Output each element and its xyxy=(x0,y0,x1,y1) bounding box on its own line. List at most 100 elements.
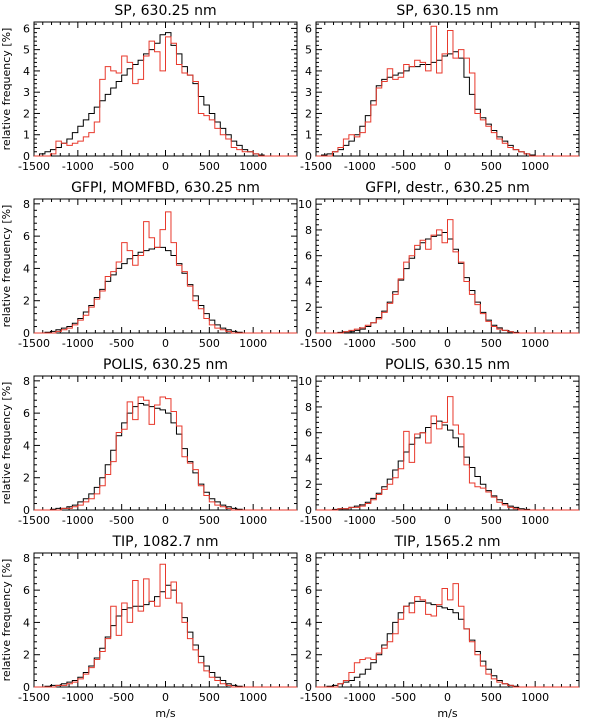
x-tick-label: 500 xyxy=(481,691,502,704)
x-tick-label: -1500 xyxy=(300,691,332,704)
y-tick-label: 5 xyxy=(23,44,30,57)
y-tick-label: 8 xyxy=(305,224,312,237)
y-tick-label: 4 xyxy=(305,616,312,629)
x-tick-label: 500 xyxy=(199,514,220,527)
x-tick-label: -500 xyxy=(109,514,134,527)
y-tick-label: 4 xyxy=(305,65,312,78)
x-tick-label: 0 xyxy=(162,337,169,350)
x-tick-label: -1500 xyxy=(18,514,50,527)
y-tick-label: 6 xyxy=(23,407,30,420)
y-tick-label: 6 xyxy=(305,250,312,263)
x-tick-label: 500 xyxy=(199,160,220,173)
x-tick-label: -1500 xyxy=(300,337,332,350)
panel-6: POLIS, 630.15 nm -1500 -1000 -500 0 500 1000 0 2… xyxy=(298,357,580,527)
y-tick-label: 2 xyxy=(305,649,312,662)
x-tick-label: 1000 xyxy=(239,160,267,173)
panel-5: POLIS, 630.25 nm -1500 -1000 -500 0 500 1000 0 2… xyxy=(0,357,298,527)
x-tick-label: 0 xyxy=(162,160,169,173)
y-tick-label: 8 xyxy=(305,552,312,565)
panel-title: TIP, 1082.7 nm xyxy=(112,534,219,550)
y-tick-label: 6 xyxy=(305,427,312,440)
panel-2: SP, 630.15 nm -1500 -1000 -500 0 500 1000 0 1 2 3 4… xyxy=(300,3,580,173)
x-tick-label: -1500 xyxy=(300,514,332,527)
x-tick-label: -1500 xyxy=(18,691,50,704)
series-red-histogram xyxy=(34,211,297,334)
x-tick-label: -1000 xyxy=(62,337,94,350)
x-axis-label: m/s xyxy=(437,707,457,719)
y-tick-label: 4 xyxy=(23,616,30,629)
x-axis-label: m/s xyxy=(155,707,175,719)
series-red-histogram xyxy=(34,396,297,511)
y-tick-label: 4 xyxy=(23,65,30,78)
x-tick-label: -1000 xyxy=(344,514,376,527)
x-tick-label: 500 xyxy=(481,514,502,527)
panel-title: GFPI, destr., 630.25 nm xyxy=(365,180,529,196)
x-tick-label: 0 xyxy=(444,514,451,527)
series-red-histogram xyxy=(316,583,579,688)
x-tick-label: -1500 xyxy=(18,160,50,173)
x-tick-label: 1000 xyxy=(521,514,549,527)
x-tick-label: -1000 xyxy=(344,691,376,704)
y-tick-label: 0 xyxy=(23,681,30,694)
y-tick-label: 0 xyxy=(305,681,312,694)
y-tick-label: 10 xyxy=(298,198,312,211)
x-tick-label: 0 xyxy=(444,691,451,704)
y-tick-label: 4 xyxy=(305,452,312,465)
y-tick-label: 8 xyxy=(23,375,30,388)
x-tick-label: -1000 xyxy=(62,691,94,704)
y-tick-label: 6 xyxy=(305,22,312,35)
series-black-histogram xyxy=(34,246,297,334)
x-tick-label: -500 xyxy=(391,337,416,350)
x-tick-label: 500 xyxy=(481,160,502,173)
y-axis-label: relative frequency [%] xyxy=(0,205,13,328)
y-tick-label: 2 xyxy=(23,107,30,120)
x-tick-label: 500 xyxy=(481,337,502,350)
y-tick-label: 4 xyxy=(23,439,30,452)
y-tick-label: 8 xyxy=(23,198,30,211)
series-black-histogram xyxy=(34,32,297,157)
panel-8: TIP, 1565.2 nm -1500 -1000 -500 0 500 1000 0 2 4 6… xyxy=(300,534,580,719)
x-tick-label: -1500 xyxy=(18,337,50,350)
x-tick-label: 0 xyxy=(162,514,169,527)
panel-title: POLIS, 630.15 nm xyxy=(385,357,510,373)
x-tick-label: 0 xyxy=(444,337,451,350)
series-red-histogram xyxy=(34,563,297,688)
x-tick-label: -500 xyxy=(109,337,134,350)
x-tick-label: 1000 xyxy=(239,691,267,704)
series-red-histogram xyxy=(34,36,297,157)
panel-title: SP, 630.25 nm xyxy=(114,3,216,19)
panel-7: TIP, 1082.7 nm -1500 -1000 -500 0 500 1000 0 2 4 6… xyxy=(0,534,298,719)
y-tick-label: 0 xyxy=(23,150,30,163)
y-tick-label: 8 xyxy=(305,401,312,414)
y-tick-label: 1 xyxy=(305,129,312,142)
x-tick-label: -1000 xyxy=(344,160,376,173)
panel-title: TIP, 1565.2 nm xyxy=(394,534,501,550)
series-red-histogram xyxy=(316,219,579,334)
y-tick-label: 1 xyxy=(23,129,30,142)
series-red-histogram xyxy=(316,396,579,511)
y-tick-label: 0 xyxy=(23,504,30,517)
panel-title: POLIS, 630.25 nm xyxy=(103,357,228,373)
x-tick-label: 1000 xyxy=(239,337,267,350)
y-tick-label: 2 xyxy=(305,107,312,120)
y-tick-label: 5 xyxy=(305,44,312,57)
plot-frame xyxy=(315,375,580,511)
series-black-histogram xyxy=(34,402,297,511)
y-tick-label: 2 xyxy=(305,478,312,491)
x-tick-label: 500 xyxy=(199,337,220,350)
x-tick-label: 0 xyxy=(444,160,451,173)
y-tick-label: 3 xyxy=(23,86,30,99)
y-tick-label: 0 xyxy=(305,327,312,340)
plot-frame xyxy=(315,552,580,688)
y-tick-label: 6 xyxy=(23,584,30,597)
y-axis-label: relative frequency [%] xyxy=(0,382,13,505)
y-tick-label: 6 xyxy=(305,584,312,597)
y-tick-label: 6 xyxy=(23,22,30,35)
x-tick-label: -1000 xyxy=(344,337,376,350)
series-red-histogram xyxy=(316,25,579,157)
panel-3: GFPI, MOMFBD, 630.25 nm -1500 -1000 -500 0 50… xyxy=(0,180,298,350)
y-tick-label: 6 xyxy=(23,230,30,243)
x-tick-label: -500 xyxy=(109,160,134,173)
x-tick-label: -500 xyxy=(391,514,416,527)
